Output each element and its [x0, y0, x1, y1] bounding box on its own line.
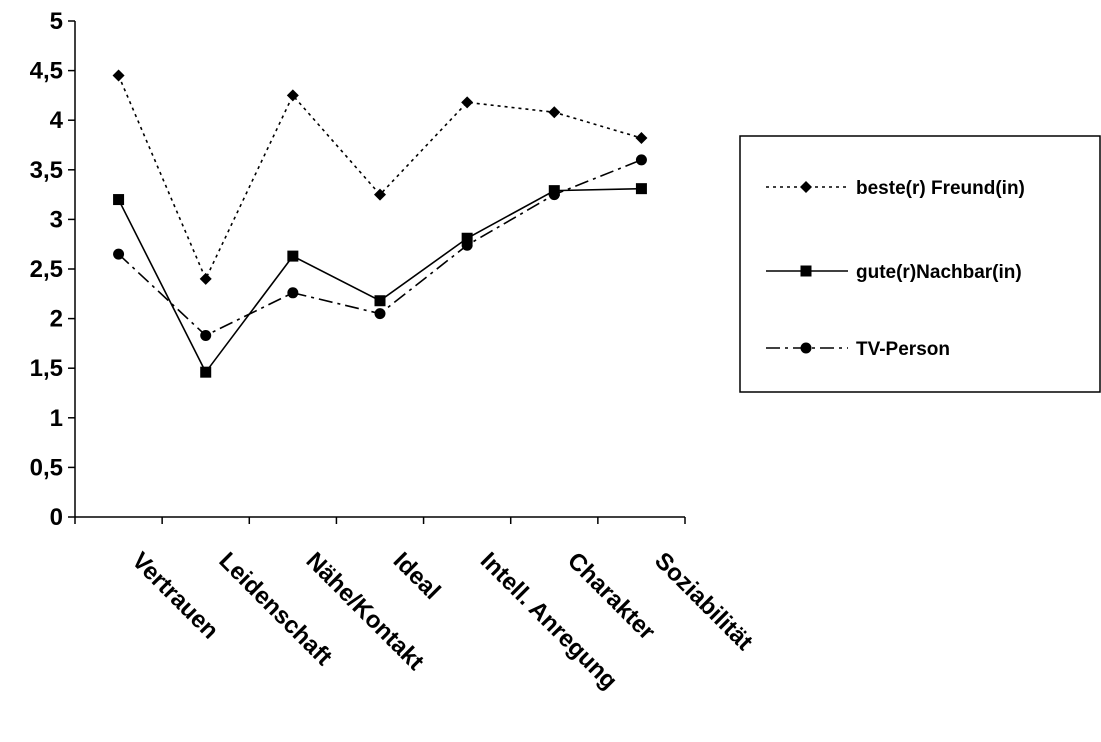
- data-point-circle: [287, 287, 299, 299]
- data-point-circle: [200, 329, 212, 341]
- series-3: [113, 154, 647, 341]
- data-point-square: [113, 194, 125, 206]
- series-2: [113, 183, 647, 378]
- y-axis-ticks: 0 0,5 1 1,5 2 2,5 3 3,5 4 4,5 5: [30, 8, 75, 531]
- data-point-square: [200, 366, 212, 378]
- y-tick-label: 0,5: [30, 454, 63, 481]
- data-point-diamond: [635, 132, 648, 145]
- data-point-diamond: [548, 106, 561, 119]
- data-point-square: [461, 232, 473, 244]
- data-point-diamond: [461, 96, 474, 109]
- y-tick-label: 4,5: [30, 58, 63, 85]
- legend-label: gute(r)Nachbar(in): [856, 262, 1022, 283]
- legend: beste(r) Freund(in) gute(r)Nachbar(in) TV-…: [739, 135, 1101, 393]
- y-tick-label: 0: [50, 504, 63, 531]
- series-1: [112, 69, 648, 285]
- data-point-diamond: [800, 181, 812, 193]
- axes: [74, 21, 685, 518]
- legend-label: beste(r) Freund(in): [856, 178, 1025, 199]
- data-point-circle: [374, 308, 386, 320]
- y-tick-label: 1,5: [30, 355, 63, 382]
- series-line: [117, 187, 642, 374]
- data-point-square: [635, 183, 647, 195]
- data-point-diamond: [112, 69, 125, 82]
- x-category-label: Ideal: [388, 547, 446, 605]
- data-point-diamond: [286, 89, 299, 102]
- y-tick-label: 2,5: [30, 256, 63, 283]
- x-category-label: Vertrauen: [126, 547, 223, 644]
- data-point-circle: [461, 239, 473, 251]
- y-tick-label: 3: [50, 206, 63, 233]
- data-point-circle: [113, 248, 125, 260]
- data-point-diamond: [199, 272, 212, 285]
- series-layer: [112, 69, 648, 378]
- legend-label: TV-Person: [856, 339, 950, 360]
- data-point-square: [287, 250, 299, 262]
- y-tick-label: 4: [50, 107, 64, 134]
- y-tick-label: 5: [50, 8, 63, 35]
- y-tick-label: 1: [50, 405, 63, 432]
- data-point-circle: [635, 154, 647, 166]
- y-tick-label: 3,5: [30, 157, 63, 184]
- data-point-square: [800, 265, 812, 277]
- data-point-diamond: [374, 188, 386, 201]
- series-line: [117, 75, 642, 281]
- data-point-circle: [800, 342, 812, 354]
- legend-box: [739, 135, 1101, 393]
- data-point-circle: [548, 189, 560, 201]
- y-tick-label: 2: [50, 306, 63, 333]
- data-point-square: [374, 295, 386, 307]
- x-category-label: Soziabilität: [649, 547, 758, 656]
